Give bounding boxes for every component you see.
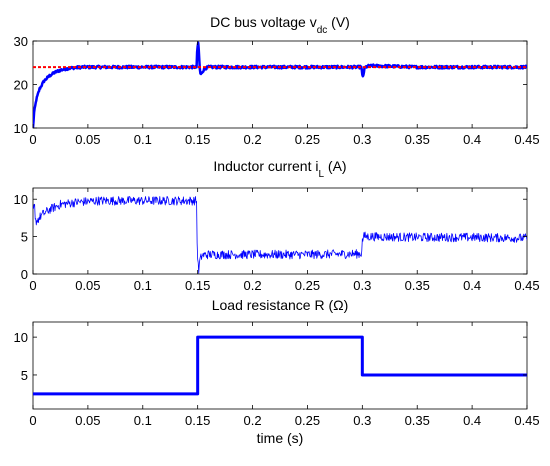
chart-panel-3: Load resistance R (Ω) 0 0.05 0.1 0.15 0.2 0.25… bbox=[14, 297, 540, 446]
x-tick-label: 0.15 bbox=[185, 413, 210, 428]
chart-title: Load resistance R (Ω) bbox=[212, 297, 349, 313]
y-tick-label: 30 bbox=[14, 34, 28, 49]
x-tick-label: 0.1 bbox=[134, 278, 152, 293]
x-tick-label: 0.45 bbox=[514, 278, 539, 293]
x-tick-label: 0 bbox=[29, 132, 36, 147]
x-tick-label: 0.25 bbox=[295, 132, 320, 147]
x-tick-label: 0.35 bbox=[405, 278, 430, 293]
x-tick-label: 0.3 bbox=[353, 278, 371, 293]
y-tick-label: 0 bbox=[21, 267, 28, 282]
x-tick-label: 0.45 bbox=[514, 132, 539, 147]
x-tick-label: 0.4 bbox=[463, 413, 481, 428]
x-tick-label: 0.2 bbox=[244, 278, 262, 293]
x-tick-label: 0.35 bbox=[405, 132, 430, 147]
x-tick-label: 0.3 bbox=[353, 132, 371, 147]
y-tick-label: 5 bbox=[21, 230, 28, 245]
x-axis-label: time (s) bbox=[257, 430, 304, 446]
x-tick-label: 0.25 bbox=[295, 278, 320, 293]
chart-panel-2: Inductor current iL (A) 0 0.05 0.1 0.15 0.2 0.… bbox=[14, 158, 540, 293]
x-tick-label: 0 bbox=[29, 413, 36, 428]
x-tick-label: 0.3 bbox=[353, 413, 371, 428]
y-tick-label: 5 bbox=[21, 368, 28, 383]
x-tick-label: 0.35 bbox=[405, 413, 430, 428]
x-tick-label: 0.05 bbox=[75, 278, 100, 293]
x-tick-label: 0.05 bbox=[75, 132, 100, 147]
series-line-1 bbox=[33, 335, 527, 396]
x-tick-label: 0.2 bbox=[244, 132, 262, 147]
x-tick-label: 0.4 bbox=[463, 278, 481, 293]
x-tick-label: 0.1 bbox=[134, 132, 152, 147]
y-tick-label: 20 bbox=[14, 78, 28, 93]
chart-title: Inductor current iL (A) bbox=[213, 158, 346, 180]
x-tick-label: 0 bbox=[29, 278, 36, 293]
axes-box bbox=[32, 40, 528, 129]
y-tick-label: 10 bbox=[14, 192, 28, 207]
y-tick-label: 10 bbox=[14, 121, 28, 136]
y-tick-label: 10 bbox=[14, 330, 28, 345]
chart-panel-1: DC bus voltage vdc (V) 0 0.05 0.1 0.15 0.2 0.2… bbox=[14, 14, 540, 147]
series-line-1 bbox=[33, 196, 527, 274]
x-tick-label: 0.2 bbox=[244, 413, 262, 428]
x-tick-label: 0.1 bbox=[134, 413, 152, 428]
x-tick-label: 0.45 bbox=[514, 413, 539, 428]
x-tick-label: 0.15 bbox=[185, 278, 210, 293]
x-tick-label: 0.15 bbox=[185, 132, 210, 147]
x-tick-label: 0.25 bbox=[295, 413, 320, 428]
x-tick-label: 0.05 bbox=[75, 413, 100, 428]
axes-box bbox=[32, 321, 528, 410]
chart-title: DC bus voltage vdc (V) bbox=[210, 14, 350, 36]
x-tick-label: 0.4 bbox=[463, 132, 481, 147]
